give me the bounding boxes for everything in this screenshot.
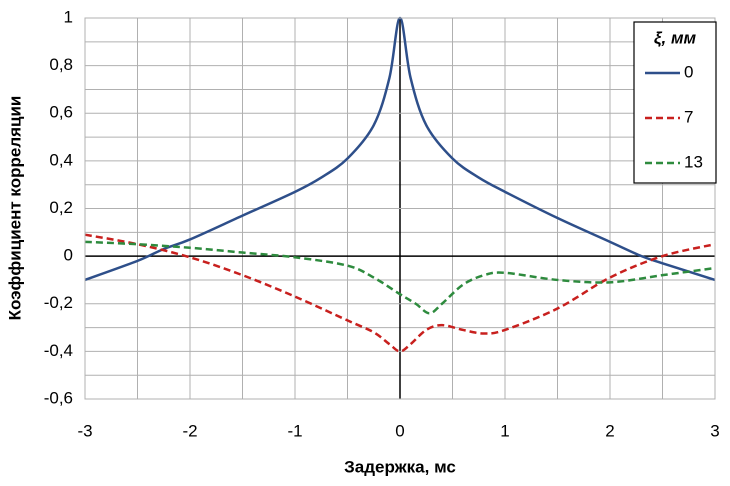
x-tick-label: -1 <box>287 421 302 440</box>
y-tick-label: -0,6 <box>44 388 73 407</box>
y-axis-label: Коэффициент корреляции <box>5 96 24 321</box>
legend-label: 13 <box>684 152 703 171</box>
y-tick-label: 0,8 <box>49 55 73 74</box>
x-tick-label: -2 <box>182 421 197 440</box>
x-tick-label: 2 <box>605 421 614 440</box>
legend-title: ξ, мм <box>654 28 697 47</box>
legend-box <box>633 21 717 184</box>
y-tick-label: 0,6 <box>49 103 73 122</box>
plot-border <box>84 17 716 400</box>
legend-label: 0 <box>684 62 693 81</box>
y-tick-label: 0 <box>64 246 73 265</box>
x-tick-label: -3 <box>77 421 92 440</box>
y-tick-label: -0,4 <box>44 341 73 360</box>
x-tick-label: 1 <box>500 421 509 440</box>
x-axis-label: Задержка, мс <box>344 457 456 476</box>
y-tick-label: 0,2 <box>49 198 73 217</box>
legend-label: 7 <box>684 107 693 126</box>
y-tick-label: -0,2 <box>44 293 73 312</box>
x-tick-label: 3 <box>710 421 719 440</box>
y-tick-label: 0,4 <box>49 150 73 169</box>
line-series <box>84 233 716 353</box>
y-tick-label: 1 <box>64 7 73 26</box>
x-tick-label: 0 <box>395 421 404 440</box>
